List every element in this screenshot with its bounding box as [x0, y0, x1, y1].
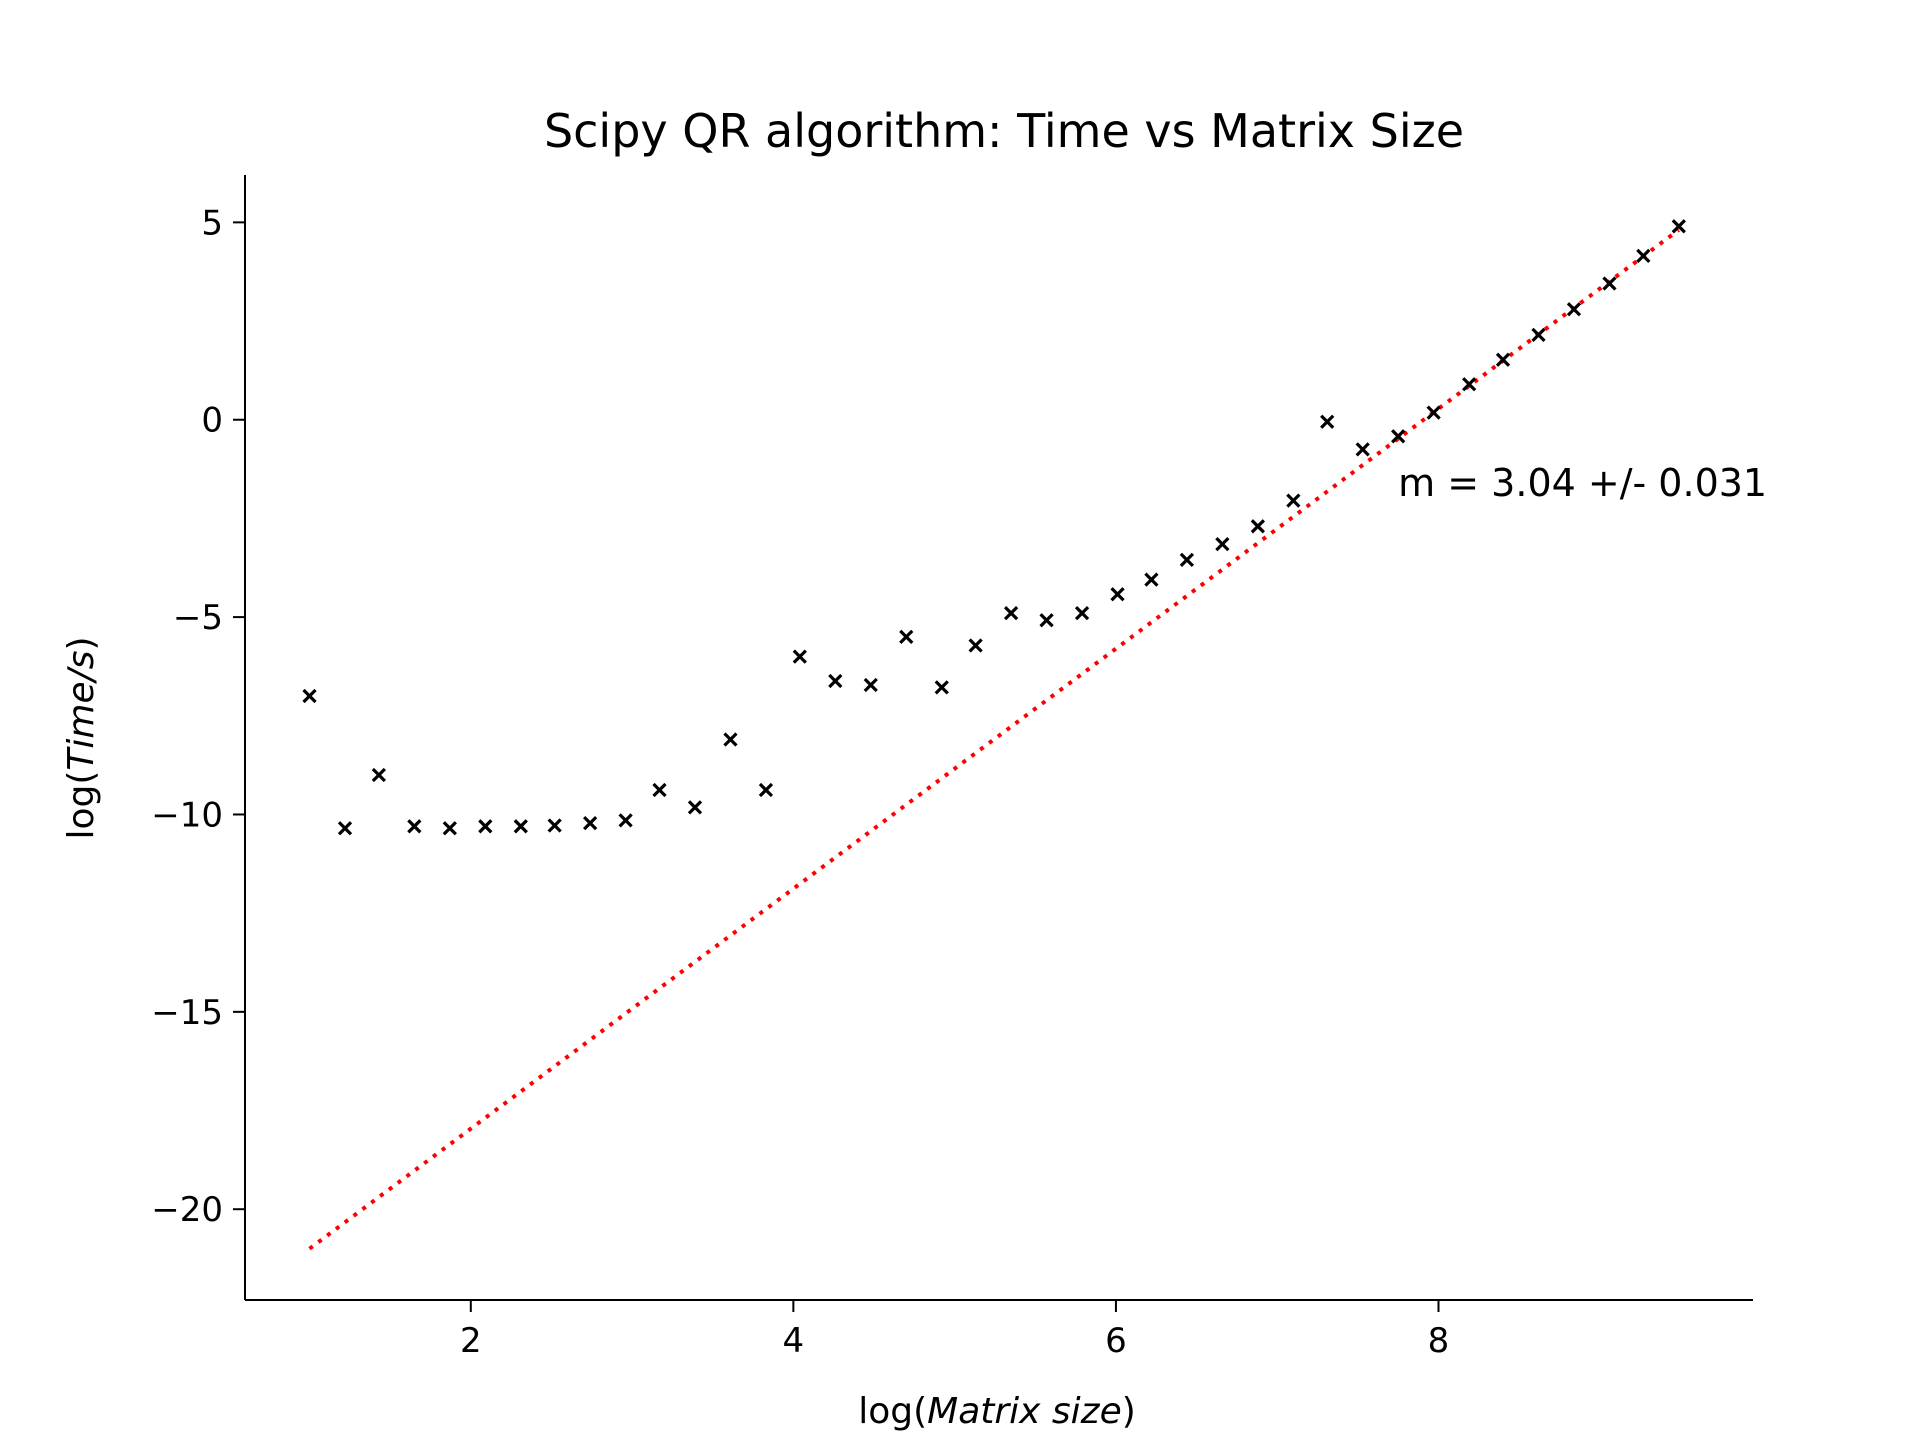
data-point [1462, 377, 1477, 392]
data-point [828, 673, 843, 689]
y-tick-label: −5 [173, 598, 223, 638]
data-point [687, 800, 703, 815]
data-point [302, 688, 317, 704]
x-axis-ticks: 2 4 6 8 [460, 1300, 1449, 1361]
plot-area [244, 175, 1753, 1301]
y-tick-label: −10 [151, 795, 223, 835]
chart-title: Scipy QR algorithm: Time vs Matrix Size [544, 104, 1464, 158]
y-tick-label: 5 [201, 203, 223, 243]
data-point [583, 816, 598, 831]
y-tick-label: −20 [151, 1190, 223, 1230]
data-point [618, 813, 633, 828]
x-tick-label: 8 [1428, 1321, 1450, 1361]
data-point [1039, 613, 1054, 628]
data-point [758, 782, 774, 798]
data-point [1179, 552, 1195, 567]
data-point [1320, 414, 1335, 429]
data-point [1671, 219, 1686, 234]
data-point [1250, 519, 1265, 534]
data-point [723, 732, 738, 747]
data-markers [302, 219, 1686, 836]
data-point [652, 782, 667, 798]
data-point [1003, 606, 1019, 621]
data-point [1144, 572, 1159, 587]
data-point [934, 680, 949, 695]
data-point [442, 821, 457, 836]
data-point [1391, 429, 1406, 444]
data-point [407, 819, 422, 834]
x-axis-label: log(Matrix size) [858, 1391, 1136, 1432]
data-point [513, 819, 528, 834]
data-point [1074, 606, 1090, 621]
x-tick-label: 4 [783, 1321, 805, 1361]
y-tick-label: 0 [201, 401, 223, 441]
data-point [337, 821, 353, 836]
data-point [478, 819, 493, 834]
data-point [1636, 248, 1651, 264]
data-point [1426, 405, 1441, 420]
y-axis-ticks: 5 0 −5 −10 −15 −20 [151, 203, 245, 1230]
slope-annotation: m = 3.04 +/- 0.031 [1398, 461, 1767, 505]
data-point [968, 638, 983, 653]
data-point [371, 767, 386, 783]
data-point [1286, 493, 1301, 508]
data-point [1602, 276, 1617, 291]
data-point [863, 677, 878, 693]
data-point [1566, 302, 1582, 317]
fit-line-group [308, 228, 1681, 1251]
data-point [1110, 587, 1125, 602]
data-point [1355, 442, 1370, 457]
data-point [899, 629, 914, 644]
data-point [1215, 536, 1230, 552]
y-tick-label: −15 [151, 993, 223, 1033]
x-tick-label: 2 [460, 1321, 482, 1361]
data-point [792, 649, 807, 664]
fit-line [308, 228, 1681, 1251]
data-point [547, 818, 562, 833]
x-tick-label: 6 [1105, 1321, 1127, 1361]
y-axis-label: log(Time/s) [61, 636, 102, 839]
data-point [1531, 327, 1546, 342]
data-point [1495, 352, 1511, 367]
